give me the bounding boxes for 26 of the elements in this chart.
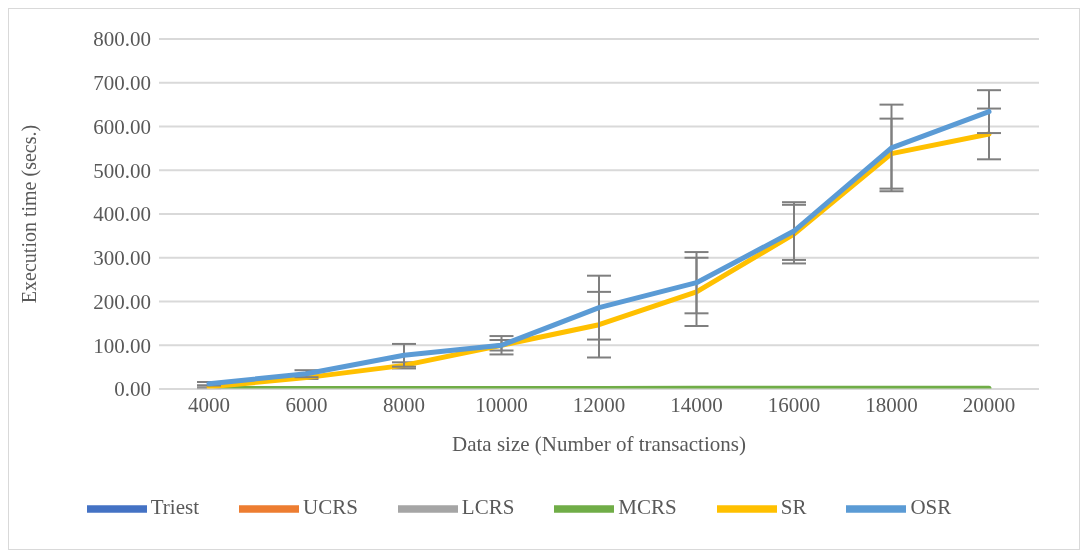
y-tick-label: 500.00 (93, 158, 151, 183)
y-tick-label: 600.00 (93, 114, 151, 139)
legend-label: OSR (910, 494, 952, 519)
y-tick-label: 200.00 (93, 289, 151, 314)
y-tick-label: 100.00 (93, 333, 151, 358)
y-tick-label: 300.00 (93, 246, 151, 271)
x-tick-label: 20000 (962, 392, 1016, 417)
x-tick-label: 4000 (188, 392, 230, 417)
x-tick-label: 16000 (767, 392, 821, 417)
y-tick-label: 400.00 (93, 202, 151, 227)
legend-label: Triest (150, 494, 199, 519)
legend-label: UCRS (302, 494, 358, 519)
x-axis-title: Data size (Number of transactions) (452, 432, 746, 456)
x-tick-label: 14000 (670, 392, 723, 417)
x-tick-label: 18000 (865, 392, 918, 417)
legend-label: MCRS (618, 494, 677, 519)
x-tick-label: 10000 (475, 392, 528, 417)
legend-label: LCRS (461, 494, 515, 519)
y-tick-label: 700.00 (93, 71, 151, 96)
x-tick-label: 8000 (383, 392, 425, 417)
y-tick-label: 0.00 (114, 377, 151, 402)
y-tick-label: 800.00 (93, 27, 151, 52)
y-axis-title: Execution time (secs.) (18, 124, 42, 304)
legend-label: SR (780, 494, 807, 519)
x-tick-label: 6000 (285, 392, 328, 417)
x-tick-label: 12000 (572, 392, 626, 417)
